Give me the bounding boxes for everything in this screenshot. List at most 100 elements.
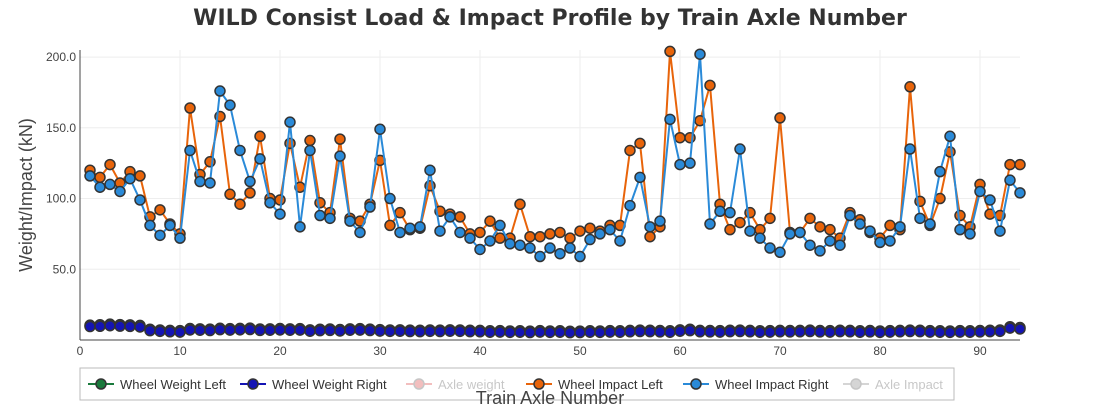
data-point: [234, 198, 246, 210]
data-point: [834, 239, 846, 251]
data-point: [94, 181, 106, 193]
data-point: [414, 221, 426, 233]
data-point: [804, 239, 816, 251]
data-point: [344, 215, 356, 227]
legend-marker: [247, 378, 259, 390]
data-point: [144, 324, 156, 337]
data-point: [584, 222, 596, 234]
x-tick-label: 50: [573, 344, 587, 358]
data-point: [884, 219, 896, 232]
data-point: [234, 144, 246, 157]
data-point: [474, 243, 486, 256]
legend-box: [79, 367, 955, 401]
data-point: [254, 130, 266, 143]
data-point: [424, 325, 436, 338]
x-tick-label: 70: [773, 344, 787, 358]
x-axis-title: Train Axle Number: [476, 388, 624, 408]
legend-item[interactable]: Axle Impact: [843, 377, 943, 392]
data-point: [824, 223, 836, 236]
data-point: [794, 326, 806, 338]
data-point: [814, 221, 826, 233]
data-point: [334, 325, 346, 337]
x-tick-label: 20: [273, 344, 287, 358]
data-point: [644, 221, 656, 233]
data-point: [1014, 323, 1026, 335]
data-point: [514, 239, 526, 251]
data-point: [354, 324, 366, 336]
legend-item[interactable]: Wheel Weight Left: [88, 377, 226, 392]
data-point: [94, 171, 106, 184]
data-point: [974, 185, 986, 198]
data-point: [204, 177, 216, 189]
data-point: [94, 320, 106, 333]
data-point: [304, 134, 316, 147]
data-point: [544, 326, 556, 339]
data-point: [434, 325, 446, 338]
data-point: [624, 144, 636, 157]
data-point: [534, 250, 546, 263]
data-point: [154, 229, 166, 242]
data-point: [634, 137, 646, 150]
legend-item[interactable]: Wheel Impact Right: [683, 377, 829, 392]
legend-label: Wheel Impact Left: [558, 377, 663, 392]
legend-label: Wheel Weight Right: [272, 377, 387, 392]
legend-item[interactable]: Axle weight: [406, 377, 505, 392]
data-point: [524, 230, 536, 243]
x-tick-label: 30: [373, 344, 387, 358]
data-point: [804, 325, 816, 338]
data-point: [244, 187, 256, 199]
data-point: [754, 326, 766, 338]
data-point: [844, 326, 856, 338]
data-point: [724, 223, 736, 236]
data-point: [924, 326, 936, 338]
data-point: [374, 123, 386, 135]
data-point: [164, 219, 176, 232]
data-point: [364, 201, 376, 213]
data-point: [554, 226, 566, 239]
data-point: [494, 232, 506, 244]
legend-item[interactable]: Wheel Impact Left: [526, 377, 663, 392]
data-point: [554, 247, 566, 260]
data-point: [774, 112, 786, 124]
data-point: [824, 326, 836, 338]
data-point: [954, 223, 966, 236]
data-point: [224, 99, 236, 111]
data-point: [694, 114, 706, 127]
data-point: [104, 158, 116, 171]
axes: [79, 50, 1020, 341]
x-tick-label: 60: [673, 344, 687, 358]
data-point: [274, 324, 286, 336]
data-point: [394, 325, 406, 337]
data-point: [204, 324, 216, 337]
data-point: [604, 223, 616, 236]
data-point: [1014, 187, 1026, 199]
data-point: [184, 144, 196, 157]
data-point: [974, 326, 986, 338]
data-point: [684, 157, 696, 169]
data-point: [474, 326, 486, 338]
data-point: [714, 205, 726, 218]
y-tick-label: 100.0: [46, 192, 76, 206]
data-point: [894, 326, 906, 338]
data-point: [674, 325, 686, 337]
data-point: [904, 325, 916, 338]
data-point: [564, 326, 576, 339]
legend-label: Wheel Weight Left: [120, 377, 226, 392]
data-point: [454, 325, 466, 338]
x-tick-label: 0: [77, 344, 84, 358]
data-point: [284, 324, 296, 336]
data-point: [394, 226, 406, 239]
data-point: [554, 326, 566, 338]
data-point: [604, 326, 616, 338]
data-point: [534, 326, 546, 338]
legend-item[interactable]: Wheel Weight Right: [240, 377, 387, 392]
grid: [79, 50, 1020, 340]
data-point: [224, 324, 236, 336]
data-point: [944, 326, 956, 339]
data-point: [404, 222, 416, 234]
data-point: [684, 324, 696, 337]
data-point: [124, 320, 136, 333]
data-point: [584, 326, 596, 338]
data-point: [494, 326, 506, 338]
data-point: [264, 197, 276, 209]
